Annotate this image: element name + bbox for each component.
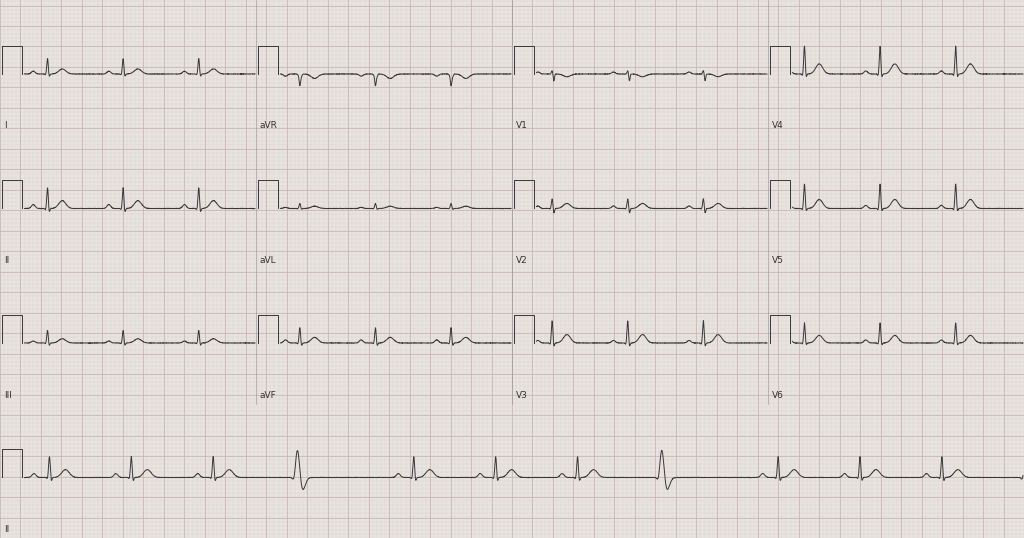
Text: V2: V2: [516, 256, 527, 265]
Text: V4: V4: [772, 122, 783, 131]
Text: II: II: [4, 525, 9, 534]
Text: III: III: [4, 391, 12, 400]
Text: aVL: aVL: [260, 256, 276, 265]
Text: aVF: aVF: [260, 391, 276, 400]
Text: I: I: [4, 122, 6, 131]
Text: II: II: [4, 256, 9, 265]
Text: V5: V5: [772, 256, 784, 265]
Text: V1: V1: [516, 122, 528, 131]
Text: V3: V3: [516, 391, 528, 400]
Text: V6: V6: [772, 391, 784, 400]
Text: aVR: aVR: [260, 122, 278, 131]
